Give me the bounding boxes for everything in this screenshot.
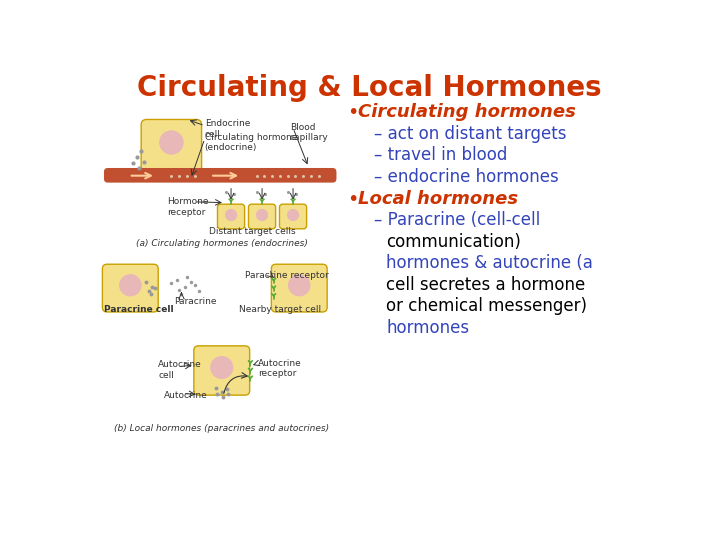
Text: cell secretes a hormone: cell secretes a hormone — [386, 276, 585, 294]
Circle shape — [256, 210, 268, 220]
Text: Paracrine cell: Paracrine cell — [104, 305, 174, 314]
Text: Autocrine
cell: Autocrine cell — [158, 361, 202, 380]
Text: or chemical messenger): or chemical messenger) — [386, 298, 587, 315]
Text: Distant target cells: Distant target cells — [210, 227, 296, 237]
Text: Blood
capillary: Blood capillary — [290, 123, 329, 142]
FancyBboxPatch shape — [279, 204, 307, 229]
FancyBboxPatch shape — [102, 264, 158, 312]
Circle shape — [225, 210, 236, 220]
Text: Circulating & Local Hormones: Circulating & Local Hormones — [137, 74, 601, 102]
FancyBboxPatch shape — [217, 204, 245, 229]
FancyBboxPatch shape — [194, 346, 250, 395]
Text: Hormone
receptor: Hormone receptor — [168, 197, 209, 217]
Text: – Paracrine (cell-cell: – Paracrine (cell-cell — [374, 211, 540, 229]
Text: Paracrine receptor: Paracrine receptor — [245, 271, 329, 280]
Text: Circulating hormone
(endocrine): Circulating hormone (endocrine) — [204, 132, 297, 152]
Text: •: • — [347, 103, 359, 122]
Text: (b) Local hormones (paracrines and autocrines): (b) Local hormones (paracrines and autoc… — [114, 423, 329, 433]
Text: Circulating hormones: Circulating hormones — [358, 103, 576, 122]
Circle shape — [160, 131, 183, 154]
Circle shape — [289, 275, 310, 296]
Text: hormones & autocrine (a: hormones & autocrine (a — [386, 254, 593, 272]
Text: communication): communication) — [386, 233, 521, 251]
Circle shape — [120, 275, 141, 296]
Text: Endocrine
cell: Endocrine cell — [204, 119, 250, 139]
Text: – endocrine hormones: – endocrine hormones — [374, 168, 559, 186]
Text: hormones: hormones — [386, 319, 469, 337]
FancyBboxPatch shape — [141, 119, 202, 172]
Text: Nearby target cell: Nearby target cell — [239, 305, 321, 314]
Text: (a) Circulating hormones (endocrines): (a) Circulating hormones (endocrines) — [136, 239, 307, 248]
Text: Autocrine: Autocrine — [163, 392, 207, 400]
FancyBboxPatch shape — [271, 264, 327, 312]
Text: – act on distant targets: – act on distant targets — [374, 125, 566, 143]
FancyBboxPatch shape — [248, 204, 276, 229]
Text: – travel in blood: – travel in blood — [374, 146, 507, 164]
Circle shape — [211, 357, 233, 379]
Text: •: • — [347, 190, 359, 208]
Circle shape — [287, 210, 299, 220]
Text: Paracrine: Paracrine — [174, 296, 216, 306]
FancyBboxPatch shape — [104, 168, 336, 183]
Text: Autocrine
receptor: Autocrine receptor — [258, 359, 302, 379]
Text: Local hormones: Local hormones — [358, 190, 518, 207]
